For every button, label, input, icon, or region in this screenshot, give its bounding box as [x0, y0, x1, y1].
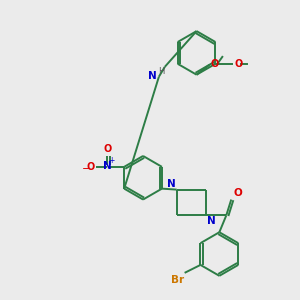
Text: O: O: [234, 59, 242, 69]
Text: O: O: [86, 162, 94, 172]
Text: Br: Br: [170, 275, 184, 285]
Text: O: O: [233, 188, 242, 198]
Text: N: N: [208, 216, 216, 226]
Text: N: N: [103, 161, 112, 171]
Text: O: O: [210, 59, 219, 69]
Text: +: +: [108, 156, 115, 165]
Text: N: N: [167, 178, 176, 189]
Text: −: −: [82, 164, 91, 174]
Text: H: H: [158, 67, 164, 76]
Text: N: N: [148, 71, 157, 81]
Text: O: O: [103, 144, 112, 154]
